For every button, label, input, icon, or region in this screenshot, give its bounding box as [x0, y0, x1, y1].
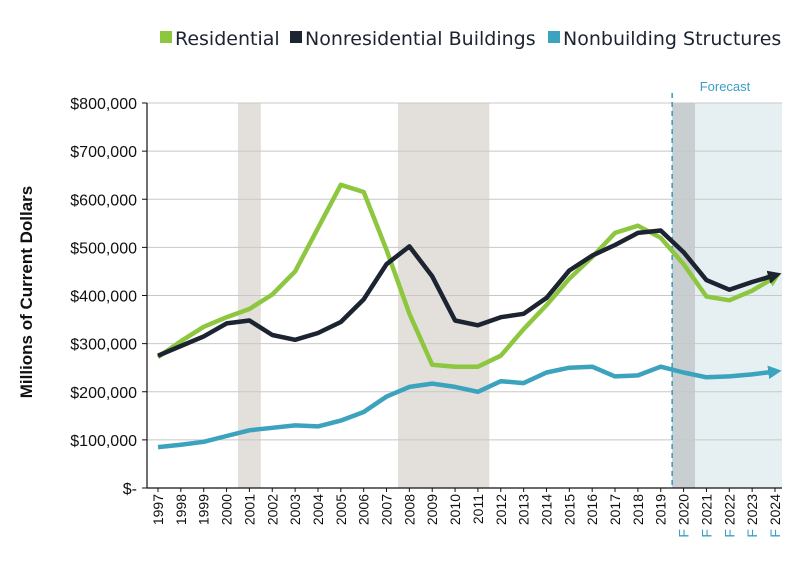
legend-label-3: Nonbuilding Structures — [563, 28, 781, 50]
x-tick-label: F 2022 — [721, 494, 737, 538]
x-tick-label: 2012 — [493, 494, 509, 525]
x-tick-label: F 2020 — [676, 494, 692, 538]
x-tick-label: 1999 — [196, 494, 212, 525]
y-tick-label: $800,000 — [70, 96, 137, 113]
x-tick-label: 2008 — [401, 494, 417, 525]
y-axis-label: Millions of Current Dollars — [17, 186, 36, 399]
x-tick-label: 2005 — [333, 494, 349, 525]
y-tick-label: $- — [123, 481, 137, 498]
x-tick-label: 2019 — [653, 494, 669, 525]
y-tick-label: $200,000 — [70, 385, 137, 402]
forecast-label: Forecast — [700, 79, 751, 94]
gridlines — [147, 102, 782, 441]
x-tick-label: 2018 — [630, 494, 646, 525]
legend-swatch-1 — [160, 31, 172, 43]
x-tick-label: 2003 — [287, 494, 303, 525]
x-tick-label: 2002 — [264, 494, 280, 525]
x-tick-label: 1997 — [150, 494, 166, 525]
x-tick-label: 2006 — [356, 494, 372, 525]
x-tick-label: 2000 — [219, 494, 235, 525]
series-line-3 — [157, 364, 782, 450]
x-tick-label: 2004 — [310, 494, 326, 525]
x-tick-label: 1998 — [173, 494, 189, 525]
x-tick-label: 2017 — [607, 494, 623, 525]
legend-swatch-2 — [290, 31, 302, 43]
y-tick-label: $700,000 — [70, 144, 137, 161]
x-tick-label: 2009 — [424, 494, 440, 525]
x-tick-label: F 2021 — [698, 494, 714, 538]
legend-label-2: Nonresidential Buildings — [305, 28, 536, 50]
series-line-1 — [156, 182, 781, 369]
series-line-2 — [157, 228, 782, 358]
y-tick-label: $300,000 — [70, 337, 137, 354]
x-tick-label: 2015 — [561, 494, 577, 525]
y-tick-label: $400,000 — [70, 289, 137, 306]
x-tick-label: F 2023 — [744, 494, 760, 538]
legend: Residential Nonresidential Buildings Nonbu… — [160, 28, 781, 50]
y-tick-label: $500,000 — [70, 240, 137, 257]
x-tick-label: 2014 — [538, 494, 554, 525]
y-tick-label: $600,000 — [70, 192, 137, 209]
x-tick-label: F 2024 — [767, 494, 783, 538]
x-tick-label: 2010 — [447, 494, 463, 525]
series-lines — [156, 182, 782, 450]
x-tick-label: 2011 — [470, 494, 486, 524]
axes: $- $100,000 $200,000 $300,000 $400,000 $500,0… — [70, 93, 783, 538]
legend-swatch-3 — [548, 31, 560, 43]
legend-label-1: Residential — [175, 28, 280, 50]
y-tick-label: $100,000 — [70, 433, 137, 450]
x-tick-label: 2013 — [516, 494, 532, 525]
x-tick-label: 2007 — [379, 494, 395, 525]
x-tick-label: 2001 — [241, 494, 257, 525]
x-tick-label: 2016 — [584, 494, 600, 525]
